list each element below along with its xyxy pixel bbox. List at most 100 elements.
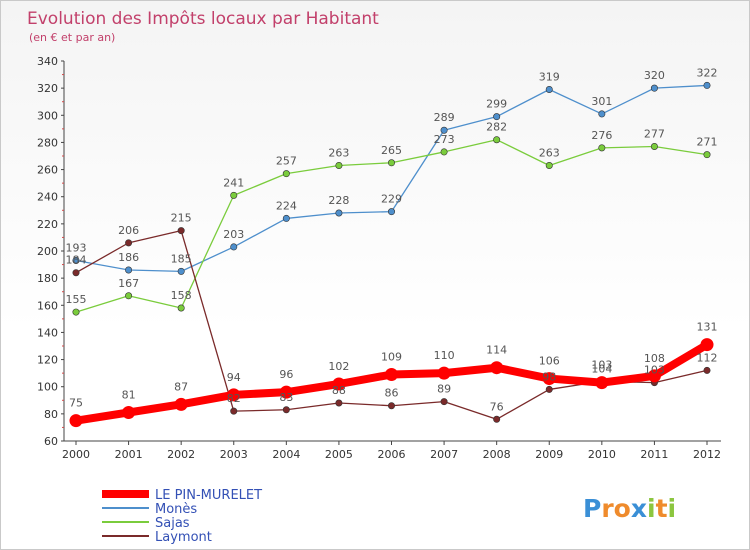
data-point bbox=[72, 269, 80, 277]
legend-label: Sajas bbox=[155, 516, 190, 531]
data-label: 186 bbox=[118, 251, 139, 264]
data-label: 276 bbox=[591, 129, 612, 142]
data-point bbox=[335, 399, 343, 407]
data-point bbox=[385, 368, 398, 381]
data-point bbox=[174, 397, 188, 411]
data-label: 86 bbox=[385, 387, 399, 400]
data-point bbox=[279, 385, 293, 399]
data-point bbox=[335, 209, 343, 217]
brand-letter: o bbox=[614, 494, 631, 523]
data-label: 289 bbox=[434, 111, 455, 124]
data-point bbox=[440, 126, 448, 134]
brand-letter: t bbox=[656, 494, 668, 523]
x-tick-label: 2006 bbox=[378, 448, 406, 461]
y-tick-label: 180 bbox=[37, 272, 58, 285]
data-point bbox=[703, 151, 711, 159]
data-label: 110 bbox=[434, 349, 455, 362]
x-tick-label: 2003 bbox=[220, 448, 248, 461]
data-label: 114 bbox=[486, 344, 507, 357]
x-tick-label: 2004 bbox=[272, 448, 300, 461]
data-label: 155 bbox=[66, 293, 87, 306]
data-label: 108 bbox=[644, 352, 665, 365]
y-tick-label: 120 bbox=[37, 354, 58, 367]
data-label: 271 bbox=[697, 136, 718, 149]
data-point bbox=[647, 369, 661, 383]
x-tick-label: 2005 bbox=[325, 448, 353, 461]
data-label: 104 bbox=[591, 362, 612, 375]
data-label: 277 bbox=[644, 128, 665, 141]
data-point bbox=[282, 214, 290, 222]
data-point bbox=[440, 398, 448, 406]
data-label: 112 bbox=[697, 351, 718, 364]
data-point bbox=[122, 406, 136, 419]
data-label: 273 bbox=[434, 133, 455, 146]
axes: 60 80 100 120 140 160 180 200 220 240 260 280 300 320… bbox=[37, 55, 721, 461]
x-tick-label: 2007 bbox=[430, 448, 458, 461]
data-label: 103 bbox=[644, 364, 665, 377]
data-label: 319 bbox=[539, 71, 560, 84]
data-label: 193 bbox=[66, 242, 87, 255]
legend-item: Sajas bbox=[102, 516, 190, 531]
data-label: 81 bbox=[122, 389, 136, 402]
data-point bbox=[598, 144, 606, 152]
data-label: 229 bbox=[381, 193, 402, 206]
data-label: 131 bbox=[697, 321, 718, 334]
y-tick-label: 240 bbox=[37, 191, 58, 204]
data-point bbox=[493, 415, 501, 423]
data-label: 102 bbox=[328, 360, 349, 373]
data-label: 82 bbox=[227, 392, 241, 405]
y-tick-label: 300 bbox=[37, 109, 58, 122]
data-label: 320 bbox=[644, 69, 665, 82]
data-label: 282 bbox=[486, 121, 507, 134]
data-label: 103 bbox=[591, 359, 612, 372]
data-point bbox=[72, 256, 80, 264]
data-point bbox=[437, 366, 451, 380]
x-tick-label: 2008 bbox=[483, 448, 511, 461]
legend-item: Monès bbox=[102, 502, 197, 517]
data-point bbox=[595, 376, 609, 390]
data-label: 87 bbox=[174, 380, 188, 393]
y-tick-label: 220 bbox=[37, 218, 58, 231]
y-tick-label: 340 bbox=[37, 55, 58, 68]
data-point bbox=[125, 239, 133, 247]
series-0 bbox=[69, 338, 714, 428]
data-point bbox=[69, 414, 83, 428]
data-label: 83 bbox=[279, 391, 293, 404]
data-point bbox=[282, 406, 290, 414]
data-point bbox=[545, 385, 553, 393]
brand-logo: Proxiti bbox=[583, 494, 676, 523]
y-tick-label: 280 bbox=[37, 136, 58, 149]
data-point bbox=[493, 113, 501, 121]
data-label: 206 bbox=[118, 224, 139, 237]
data-label: 263 bbox=[539, 147, 560, 160]
data-label: 241 bbox=[223, 176, 244, 189]
data-label: 228 bbox=[328, 194, 349, 207]
series-1 bbox=[72, 81, 711, 275]
x-tick-label: 2010 bbox=[588, 448, 616, 461]
data-point bbox=[335, 162, 343, 170]
legend-label: Monès bbox=[155, 502, 197, 517]
data-label: 158 bbox=[171, 289, 192, 302]
series-lines bbox=[69, 81, 714, 428]
x-tick-label: 2001 bbox=[115, 448, 143, 461]
data-label: 167 bbox=[118, 277, 139, 290]
data-point bbox=[72, 308, 80, 316]
data-label: 88 bbox=[332, 384, 346, 397]
y-tick-label: 160 bbox=[37, 299, 58, 312]
data-point bbox=[230, 243, 238, 251]
data-point bbox=[703, 81, 711, 89]
x-tick-label: 2009 bbox=[535, 448, 563, 461]
data-point bbox=[440, 148, 448, 156]
data-label: 263 bbox=[328, 147, 349, 160]
data-label: 265 bbox=[381, 144, 402, 157]
data-label: 94 bbox=[227, 371, 241, 384]
brand-letter: r bbox=[601, 494, 614, 523]
data-label: 89 bbox=[437, 383, 451, 396]
data-label: 96 bbox=[279, 368, 293, 381]
y-tick-label: 100 bbox=[37, 381, 58, 394]
brand-letter: i bbox=[668, 494, 677, 523]
data-point bbox=[650, 143, 658, 151]
legend-label: Laymont bbox=[155, 530, 212, 545]
